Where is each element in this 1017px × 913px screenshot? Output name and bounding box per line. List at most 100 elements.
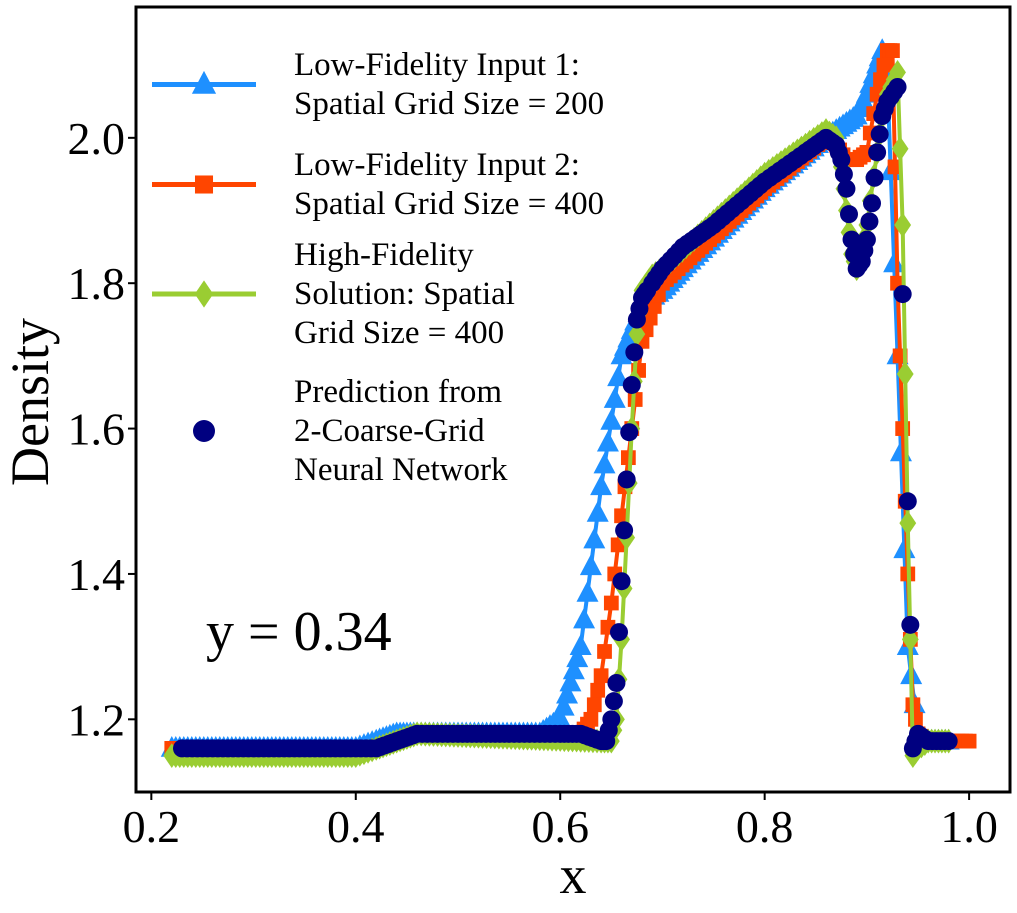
series-4-point — [865, 168, 884, 187]
series-1-point — [600, 408, 623, 430]
series-2-point — [614, 508, 629, 524]
ticks-layer: 0.2 0.4 0.6 0.8 1.0 1.2 1.4 1.6 1.8 2.0 — [68, 113, 998, 852]
legend-entry-1: Low-Fidelity Input 1:Spatial Grid Size =… — [152, 47, 604, 122]
series-2-point — [590, 682, 606, 698]
series-4-point — [863, 194, 881, 213]
series-1-point — [573, 607, 596, 629]
series-3-point — [899, 510, 917, 536]
series-4-point — [870, 125, 889, 144]
series-4-point — [617, 470, 636, 489]
series-4-point — [842, 230, 861, 249]
x-tick-label: 0.8 — [736, 801, 794, 852]
series-4-point — [620, 423, 639, 442]
legend-swatch-marker — [193, 420, 215, 442]
x-tick-label: 0.2 — [123, 801, 181, 852]
legend-label: Neural Network — [294, 452, 508, 488]
legend-label: 2-Coarse-Grid — [294, 413, 485, 449]
series-4-point — [898, 492, 917, 511]
series-4-point — [612, 572, 631, 591]
annotation-y-value: y = 0.34 — [206, 601, 392, 663]
series-4-point — [837, 179, 856, 198]
plot-frame — [134, 5, 1012, 794]
y-tick-label: 2.0 — [68, 113, 126, 164]
series-4-point — [602, 710, 621, 729]
series-4-point — [868, 143, 887, 162]
series-1-point — [590, 474, 613, 496]
x-axis-label: x — [560, 845, 587, 905]
legend-label: Grid Size = 400 — [294, 315, 504, 351]
series-1-point — [552, 694, 575, 716]
series-1-point — [607, 365, 630, 387]
series-1-point — [893, 537, 916, 559]
series-2-point — [593, 668, 609, 684]
series-4-point — [888, 77, 907, 96]
series-3-point — [896, 361, 914, 387]
series-4-point — [857, 230, 876, 249]
series-1-point — [583, 527, 606, 549]
series-4-point — [604, 692, 623, 711]
legend: Low-Fidelity Input 1:Spatial Grid Size =… — [152, 47, 604, 488]
series-3-point — [628, 321, 646, 347]
series-1-point — [586, 500, 609, 522]
series-4-point — [901, 615, 920, 634]
series-2-point — [873, 72, 888, 88]
series-1-point — [566, 646, 589, 668]
series-2-point — [885, 43, 900, 58]
legend-label: Low-Fidelity Input 1: — [294, 47, 580, 83]
series-2-point — [642, 310, 658, 326]
legend-label: Low-Fidelity Input 2: — [294, 147, 580, 183]
legend-label: Spatial Grid Size = 200 — [294, 86, 604, 122]
x-tick-label: 0.4 — [327, 801, 385, 852]
series-4-point — [893, 285, 912, 304]
y-tick-label: 1.6 — [68, 404, 126, 455]
series-1-point — [579, 554, 602, 576]
legend-entry-2: Low-Fidelity Input 2:Spatial Grid Size =… — [152, 147, 604, 222]
series-2-point — [876, 57, 892, 73]
y-tick-label: 1.8 — [68, 258, 126, 309]
legend-label: Prediction from — [294, 374, 502, 410]
legend-label: Solution: Spatial — [294, 276, 515, 312]
series-1-point — [562, 658, 585, 680]
legend-swatch-marker — [194, 280, 214, 308]
series-2-point — [646, 299, 662, 314]
series-1-point — [883, 251, 906, 273]
series-layer — [160, 38, 977, 769]
series-3-point — [891, 136, 909, 162]
legend-swatch-marker — [194, 175, 214, 194]
series-1-point — [596, 430, 619, 452]
series-4-point — [625, 343, 644, 362]
y-tick-label: 1.4 — [68, 549, 126, 600]
series-4-point — [860, 212, 879, 231]
series-4 — [173, 77, 958, 758]
series-1-point — [576, 580, 599, 602]
legend-label: Spatial Grid Size = 400 — [294, 186, 604, 222]
series-1-point — [603, 387, 626, 408]
series-3-point — [901, 626, 919, 652]
y-tick-label: 1.2 — [68, 694, 126, 745]
series-2-point — [603, 595, 619, 611]
series-4-point — [607, 673, 626, 692]
x-tick-label: 1.0 — [940, 801, 998, 852]
series-4-point — [622, 375, 641, 394]
series-1-point — [556, 682, 579, 704]
y-axis-label: Density — [0, 318, 60, 486]
series-1-point — [559, 670, 582, 692]
legend-label: High-Fidelity — [294, 237, 474, 273]
series-1-point — [593, 452, 616, 474]
series-4-point — [840, 205, 858, 224]
x-tick-label: 0.6 — [531, 801, 589, 852]
series-4-point — [615, 521, 634, 540]
series-4-point — [832, 150, 851, 169]
series-2-point — [583, 711, 599, 727]
series-4-point — [939, 732, 958, 751]
series-4-point — [834, 165, 853, 184]
series-3-point — [889, 60, 906, 85]
series-1-point — [569, 634, 592, 656]
series-2-point — [597, 644, 612, 659]
series-2-point — [586, 697, 602, 713]
series-1-point — [549, 706, 572, 728]
legend-swatch-marker — [191, 70, 217, 94]
